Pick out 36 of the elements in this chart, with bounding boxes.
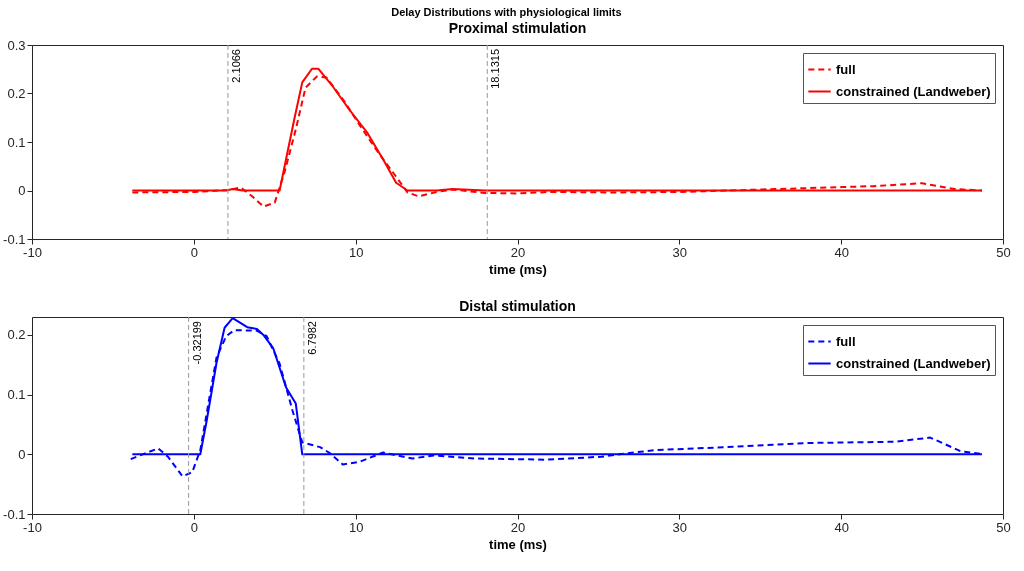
ref-line-label: 18.1315 [489,49,502,89]
legend-label: full [836,333,856,349]
ref-line-label: 2.1066 [229,49,242,83]
x-axis-title: time (ms) [489,536,547,552]
legend-label: constrained (Landweber) [836,83,991,99]
x-tick-label: 50 [996,519,1011,535]
chart-subtitle: Proximal stimulation [448,20,587,36]
x-tick-label: 40 [834,519,849,535]
y-tick-label: 0.1 [7,134,26,150]
legend-label: full [836,61,856,77]
x-tick-label: 40 [834,244,849,260]
x-tick-label: 50 [996,244,1011,260]
y-tick-label: 0 [18,446,26,462]
x-tick-label: 0 [190,244,198,260]
x-tick-label: 20 [510,519,526,535]
x-tick-label: 30 [672,519,688,535]
y-tick-label: 0.1 [7,387,26,403]
y-tick-label: -0.1 [3,506,26,522]
x-tick-label: 30 [672,244,688,260]
y-tick-label: 0.2 [7,327,26,343]
chart-title: Delay Distributions with physiological limits [391,5,622,18]
x-tick-label: 20 [510,244,526,260]
y-tick-label: 0.2 [7,86,26,101]
x-axis-title: time (ms) [489,261,547,277]
x-tick-label: -10 [23,244,42,260]
x-tick-label: 10 [348,519,364,535]
x-tick-label: 10 [348,244,364,260]
x-tick-label: 0 [190,519,198,535]
legend-label: constrained (Landweber) [836,355,991,371]
ref-line-label: 6.7982 [305,321,318,355]
y-tick-label: 0.3 [7,37,26,53]
ref-line-label: -0.32199 [190,321,203,365]
y-tick-label: -0.1 [3,231,26,247]
chart-title: Distal stimulation [459,297,576,314]
y-tick-label: 0 [18,183,26,198]
x-tick-label: -10 [23,519,42,535]
